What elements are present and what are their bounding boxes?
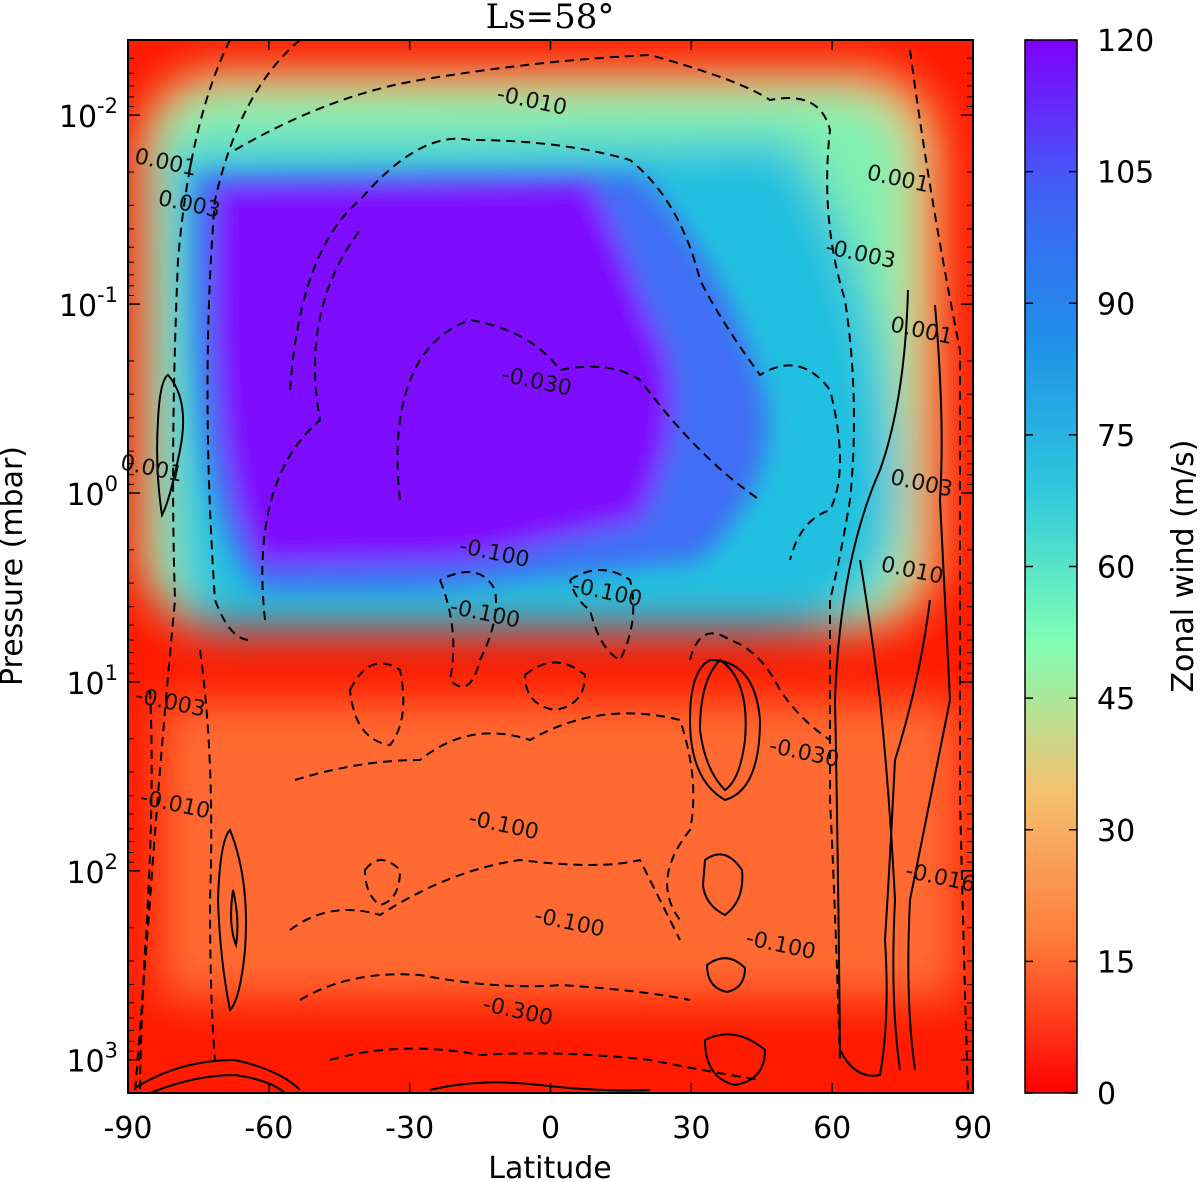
contour-dashed-neg300 xyxy=(299,973,691,1001)
colorbar-tick-label: 120 xyxy=(1097,24,1154,59)
colorbar-tick-label: 15 xyxy=(1097,945,1135,980)
x-tick-label: -60 xyxy=(244,1111,293,1146)
x-tick-label: -30 xyxy=(385,1111,434,1146)
colorbar xyxy=(1024,39,1078,1094)
x-tick-label: -90 xyxy=(104,1111,153,1146)
contour-solid-eq-lobe2 xyxy=(688,658,762,802)
colorbar-ticks: 0 15 30 45 60 75 90 105 120 xyxy=(1025,24,1154,1112)
x-axis-label: Latitude xyxy=(488,1151,611,1182)
x-tick-label: 90 xyxy=(954,1111,992,1146)
contour-dashed-top xyxy=(234,53,855,601)
contour-dashed-left-lower xyxy=(139,689,153,1093)
colorbar-label: Zonal wind (m/s) xyxy=(1166,439,1200,692)
chart-title: Ls=58° xyxy=(486,0,615,37)
x-axis: -90 -60 -30 0 30 60 90 xyxy=(104,40,992,1146)
contour-solid-right3 xyxy=(859,559,901,1071)
contour-solid-bottom-left2 xyxy=(149,1073,286,1093)
contour-dashed-lower-loop3 xyxy=(363,859,402,907)
contour-dashed-neg030 xyxy=(396,318,761,501)
heatmap-jet-core xyxy=(213,180,673,565)
contour-dashed-neg010 xyxy=(289,137,841,561)
contour-solid-eq-lobe3 xyxy=(701,853,744,917)
colorbar-tick-label: 0 xyxy=(1097,1077,1116,1112)
contour-solid-right1 xyxy=(833,289,931,1077)
contour-dashed-right-edge xyxy=(909,49,969,1093)
contour-lines xyxy=(134,40,969,1093)
contour-dashed-bottom xyxy=(329,1047,761,1081)
contour-dashed-lower-band xyxy=(289,858,681,941)
wind-heatmap xyxy=(128,40,973,1093)
contour-solid-left-loop xyxy=(156,373,185,519)
contour-dashed-lower-wide xyxy=(294,712,695,921)
contour-dashed-outer xyxy=(134,40,231,1093)
y-axis-label: Pressure (mbar) xyxy=(0,446,30,686)
contour-solid-left-lobe2 xyxy=(230,889,239,949)
x-tick-label: 0 xyxy=(541,1111,560,1146)
contour-dashed-mid-left xyxy=(261,229,361,621)
colorbar-tick-label: 45 xyxy=(1097,682,1135,717)
contour-solid-bottom-mid xyxy=(429,1081,651,1092)
contour-dashed-lower-loop1 xyxy=(348,662,405,747)
colorbar-tick-label: 30 xyxy=(1097,814,1135,849)
contour-dashed-upper-left xyxy=(206,40,301,641)
colorbar-tick-label: 90 xyxy=(1097,287,1135,322)
contour-dashed-lower-loop2 xyxy=(523,661,587,712)
y-tick-label: 101 xyxy=(66,661,118,702)
heatmap-lower-orange xyxy=(160,700,960,1000)
colorbar-tick-label: 75 xyxy=(1097,419,1135,454)
contour-solid-eq-lobe4 xyxy=(705,957,747,994)
contour-solid-eq-lobe1 xyxy=(698,658,747,792)
contour-solid-right2 xyxy=(907,304,952,1071)
contour-dashed-neg100-a xyxy=(439,571,497,688)
x-tick-label: 30 xyxy=(672,1111,710,1146)
colorbar-tick-label: 105 xyxy=(1097,156,1154,191)
contour-dashed-right-near xyxy=(828,600,841,1061)
y-axis: 10-2 10-1 100 101 102 103 xyxy=(59,39,973,1080)
contour-dashed-neg100-b xyxy=(569,569,635,662)
y-tick-label: 10-1 xyxy=(59,283,118,324)
contour-solid-left-lobe1 xyxy=(216,828,247,1013)
contour-solid-eq-lobe5 xyxy=(703,1033,767,1087)
y-tick-label: 102 xyxy=(66,850,118,891)
y-tick-label: 100 xyxy=(66,472,118,513)
x-tick-label: 60 xyxy=(813,1111,851,1146)
contour-dashed-left-inner xyxy=(199,649,216,1061)
y-tick-label: 10-2 xyxy=(59,94,118,135)
y-tick-label: 103 xyxy=(66,1039,118,1080)
colorbar-tick-label: 60 xyxy=(1097,551,1135,586)
contour-solid-bottom-left xyxy=(134,1058,301,1091)
